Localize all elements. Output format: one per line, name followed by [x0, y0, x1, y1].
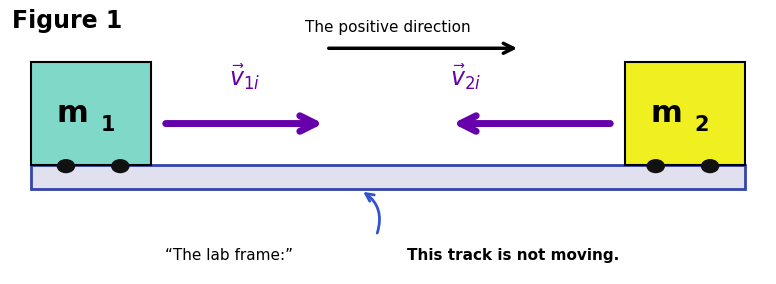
Text: $\vec{v}_{1i}$: $\vec{v}_{1i}$ — [229, 62, 260, 92]
Text: The positive direction: The positive direction — [305, 20, 471, 35]
Ellipse shape — [702, 160, 719, 172]
Ellipse shape — [57, 160, 74, 172]
Ellipse shape — [647, 160, 664, 172]
Text: “The lab frame:”: “The lab frame:” — [165, 248, 293, 263]
Text: This track is not moving.: This track is not moving. — [407, 248, 620, 263]
Bar — [31, 165, 745, 189]
Text: $\mathbf{2}$: $\mathbf{2}$ — [695, 115, 708, 135]
Bar — [31, 62, 151, 165]
Text: $\mathbf{m}$: $\mathbf{m}$ — [56, 99, 87, 128]
Ellipse shape — [112, 160, 129, 172]
Text: $\mathbf{1}$: $\mathbf{1}$ — [101, 115, 116, 135]
Text: $\vec{v}_{2i}$: $\vec{v}_{2i}$ — [450, 62, 481, 92]
Bar — [625, 62, 745, 165]
Text: $\mathbf{m}$: $\mathbf{m}$ — [650, 99, 681, 128]
Text: Figure 1: Figure 1 — [12, 9, 122, 33]
